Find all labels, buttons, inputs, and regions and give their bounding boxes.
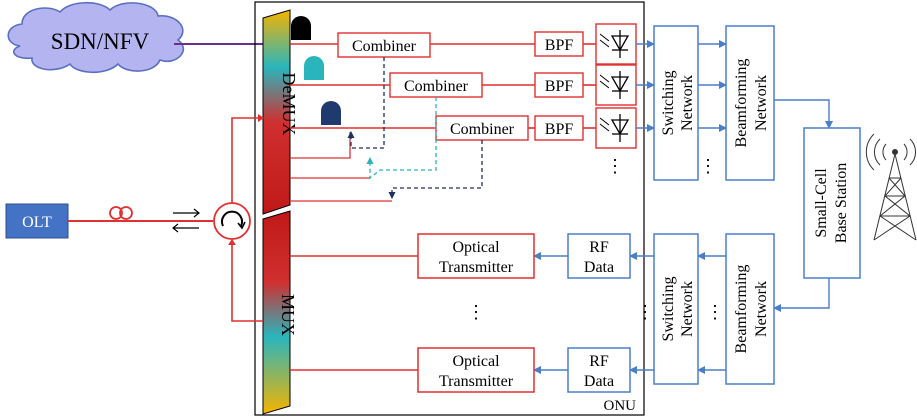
small-cell-l1: Small-Cell [813, 168, 830, 238]
optical-transmitter-2 [417, 347, 535, 393]
olt-label: OLT [22, 214, 52, 231]
optical-tx-1-l1: Optical [452, 239, 500, 256]
optical-transmitter-1 [417, 233, 535, 279]
ellipsis-bf-tx-left: ⋮ [706, 302, 724, 322]
ellipsis-photodiodes: ⋮ [606, 156, 624, 176]
fiber-spool-icon [109, 206, 133, 220]
sdn-nfv-cloud: SDN/NFV [7, 1, 185, 74]
photodiode-1-icon [595, 23, 637, 65]
switching-network-rx-l1: Switching [660, 71, 677, 136]
ellipsis-optical-tx: ⋮ [467, 302, 485, 322]
small-cell-l2: Base Station [833, 163, 850, 243]
beamforming-network-tx [725, 233, 775, 385]
mux-to-circ [231, 240, 263, 322]
mux-label: MUX [278, 294, 298, 336]
ellipsis-sw-rx: ⋮ [699, 156, 717, 176]
demux-label: DeMUX [279, 73, 299, 136]
onu-box [254, 1, 645, 416]
bf-rx-to-smallcell [774, 99, 833, 129]
beamforming-network-rx [725, 25, 775, 181]
arrow-icon [228, 239, 236, 245]
small-cell-base-station [803, 127, 861, 279]
laser-3-icon [321, 101, 341, 125]
beamforming-network-rx-l1: Beamforming [733, 59, 750, 148]
bidirectional-arrows-icon [172, 208, 200, 233]
bpf-2-label: BPF [545, 78, 574, 95]
mux-block: MUX [262, 210, 298, 415]
rf-data-1-l1: RF [589, 239, 609, 256]
combiner-3-label: Combiner [450, 121, 515, 138]
optical-tx-2-l1: Optical [452, 353, 500, 370]
smallcell-to-bf-tx [773, 278, 830, 312]
circulator-icon [213, 202, 251, 240]
combiner-1 [337, 32, 431, 58]
circ-to-demux [231, 117, 263, 203]
bpf-3-label: BPF [545, 121, 574, 138]
ellipsis-sw-tx-left: ⋮ [636, 302, 654, 322]
optical-tx-2-l2: Transmitter [439, 373, 514, 390]
switching-network-rx-l2: Network [679, 75, 696, 131]
demux-block: DeMUX [262, 9, 299, 215]
bpf-1-label: BPF [545, 37, 574, 54]
photodiode-3-icon [595, 107, 637, 149]
switching-network-tx-l2: Network [679, 281, 696, 337]
sdn-nfv-label: SDN/NFV [51, 29, 150, 54]
combiner-1-label: Combiner [352, 38, 417, 55]
combiner-2-label: Combiner [404, 78, 469, 95]
rf-data-2-l2: Data [584, 373, 614, 390]
laser-2-icon [304, 56, 324, 80]
rf-data-1 [567, 233, 631, 279]
onu-label: ONU [604, 398, 637, 414]
beamforming-network-tx-l1: Beamforming [733, 265, 750, 354]
rf-data-2-l1: RF [589, 353, 609, 370]
switching-network-rx [653, 25, 699, 181]
demux-tap-1 [290, 132, 351, 159]
rf-data-2 [567, 347, 631, 393]
photodiode-2-icon [595, 64, 637, 106]
bpf-3 [534, 115, 584, 141]
switching-network-tx [653, 233, 699, 385]
optical-tx-1-l2: Transmitter [439, 259, 514, 276]
lo-feed-3 [388, 140, 483, 199]
arrow-icon [258, 114, 264, 122]
rf-data-1-l2: Data [584, 259, 614, 276]
switching-network-tx-l1: Switching [660, 277, 677, 342]
lo-feed-2 [366, 97, 437, 180]
combiner-2 [389, 72, 483, 98]
antenna-tower-icon [865, 133, 917, 241]
beamforming-network-tx-l2: Network [753, 281, 770, 337]
lo-feed-1 [347, 57, 385, 149]
beamforming-network-rx-l2: Network [753, 75, 770, 131]
laser-1-icon [291, 16, 311, 40]
